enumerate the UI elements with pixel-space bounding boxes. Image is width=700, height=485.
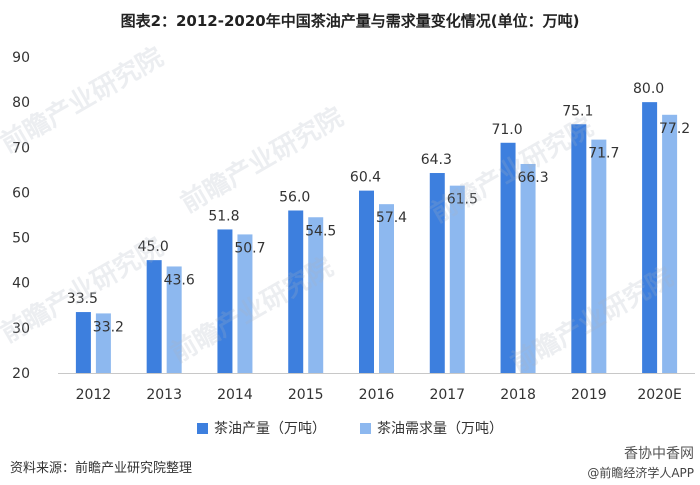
data-label-demand: 50.7 xyxy=(234,240,265,256)
bar-production xyxy=(429,173,445,373)
x-tick-label: 2017 xyxy=(429,387,465,403)
brand-name: 香协中香网 xyxy=(624,446,694,462)
data-label-production: 80.0 xyxy=(633,81,664,97)
y-tick-label: 50 xyxy=(12,231,30,247)
bar-production xyxy=(217,229,233,373)
data-label-production: 71.0 xyxy=(491,122,522,138)
x-tick-label: 2014 xyxy=(217,387,253,403)
legend-swatch-production xyxy=(197,422,208,434)
data-label-demand: 54.5 xyxy=(305,223,336,239)
bar-production xyxy=(500,142,516,373)
x-tick-label: 2018 xyxy=(500,387,536,403)
data-label-production: 51.8 xyxy=(208,208,239,224)
data-label-demand: 61.5 xyxy=(447,192,478,208)
data-label-demand: 33.2 xyxy=(93,319,124,335)
data-label-production: 60.4 xyxy=(350,170,381,186)
bar-production xyxy=(359,190,374,373)
x-tick-label: 2015 xyxy=(288,387,324,403)
x-tick-label: 2013 xyxy=(146,387,182,403)
data-label-production: 75.1 xyxy=(562,103,593,119)
brand-badge: 香协中香网 @前瞻经济学人APP xyxy=(587,443,694,481)
y-tick-label: 40 xyxy=(12,276,30,292)
legend-label-production: 茶油产量（万吨） xyxy=(214,421,326,437)
y-tick-label: 30 xyxy=(12,321,30,337)
legend-label-demand: 茶油需求量（万吨） xyxy=(377,421,503,437)
data-label-demand: 43.6 xyxy=(164,272,195,288)
bar-production xyxy=(571,124,587,374)
x-tick-label: 2016 xyxy=(359,387,395,403)
bar-demand xyxy=(95,313,111,373)
data-label-demand: 77.2 xyxy=(659,121,690,137)
x-tick-label: 2012 xyxy=(76,387,112,403)
y-tick-label: 70 xyxy=(12,140,30,156)
bar-demand xyxy=(449,185,465,373)
y-tick-label: 90 xyxy=(12,50,30,66)
data-label-demand: 57.4 xyxy=(376,210,407,226)
bar-production xyxy=(146,260,162,373)
bar-demand xyxy=(237,234,253,373)
y-tick-label: 20 xyxy=(12,366,30,382)
bar-demand xyxy=(308,217,324,373)
x-tick-label: 2019 xyxy=(571,387,607,403)
data-label-production: 64.3 xyxy=(421,152,452,168)
legend-swatch-demand xyxy=(360,422,371,434)
x-tick-label: 2020E xyxy=(637,387,681,403)
data-label-production: 45.0 xyxy=(138,239,169,255)
bar-demand xyxy=(379,204,394,373)
data-label-production: 33.5 xyxy=(67,291,98,307)
bar-demand xyxy=(591,139,607,373)
source-note: 资料来源：前瞻产业研究院整理 xyxy=(10,461,193,476)
bar-production xyxy=(75,312,91,373)
legend-item-production: 茶油产量（万吨） xyxy=(197,418,326,438)
bar-production xyxy=(642,102,658,374)
data-label-demand: 71.7 xyxy=(588,146,619,162)
chart-title: 图表2：2012-2020年中国茶油产量与需求量变化情况(单位：万吨) xyxy=(120,12,580,30)
data-label-production: 56.0 xyxy=(279,189,310,205)
legend: 茶油产量（万吨） 茶油需求量（万吨） xyxy=(0,418,700,438)
bar-demand xyxy=(166,266,182,373)
y-tick-label: 60 xyxy=(12,185,30,201)
brand-subtitle: @前瞻经济学人APP xyxy=(587,466,694,480)
data-label-demand: 66.3 xyxy=(517,170,548,186)
bar-demand xyxy=(520,163,536,373)
y-tick-label: 80 xyxy=(12,95,30,111)
bar-demand xyxy=(662,114,678,373)
bar-production xyxy=(288,210,304,373)
legend-item-demand: 茶油需求量（万吨） xyxy=(360,418,503,438)
